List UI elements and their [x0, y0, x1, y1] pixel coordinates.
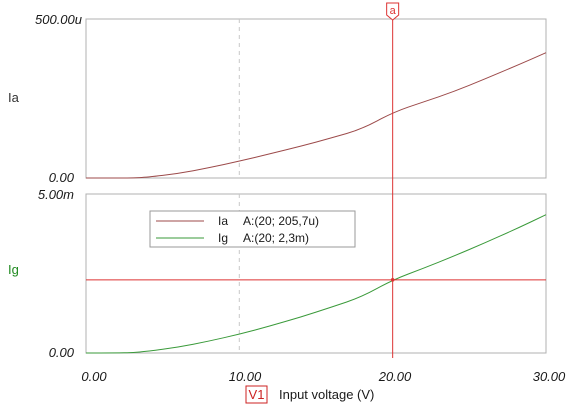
x-axis-title: V1 Input voltage (V) — [245, 385, 374, 404]
bottom-plot-frame — [85, 193, 547, 354]
top-plot-frame — [85, 18, 547, 179]
xtick-20: 20.00 — [378, 369, 412, 384]
cursor-flag-label: a — [390, 5, 397, 17]
series-line-ia — [86, 52, 547, 179]
bottom-ytick-min: 0.00 — [49, 345, 75, 360]
source-tag-label: V1 — [249, 387, 265, 402]
cursor-intersection-marker — [390, 278, 395, 282]
xtick-0: 0.00 — [81, 369, 107, 384]
bottom-ylabel: Ig — [8, 262, 19, 277]
top-ytick-max: 500.00u — [35, 12, 82, 27]
xtick-30: 30.00 — [533, 369, 566, 384]
cursor-flag[interactable]: a — [386, 2, 400, 21]
legend-readout-ia: A:(20; 205,7u) — [243, 214, 319, 228]
bottom-ytick-max: 5.00m — [38, 187, 74, 202]
legend-readout-ig: A:(20; 2,3m) — [243, 231, 309, 245]
source-tag-box[interactable] — [245, 385, 268, 404]
cursor-flag-shape[interactable] — [386, 2, 400, 21]
top-ytick-min: 0.00 — [49, 170, 75, 185]
top-ylabel: Ia — [8, 90, 20, 105]
xtick-10: 10.00 — [229, 369, 262, 384]
x-axis-label: Input voltage (V) — [279, 387, 374, 402]
legend-label-ig: Ig — [218, 231, 228, 245]
series-line-ig — [85, 214, 547, 354]
legend-box — [149, 210, 356, 248]
legend-label-ia: Ia — [218, 214, 228, 228]
legend: Ia A:(20; 205,7u) Ig A:(20; 2,3m) — [149, 210, 356, 248]
